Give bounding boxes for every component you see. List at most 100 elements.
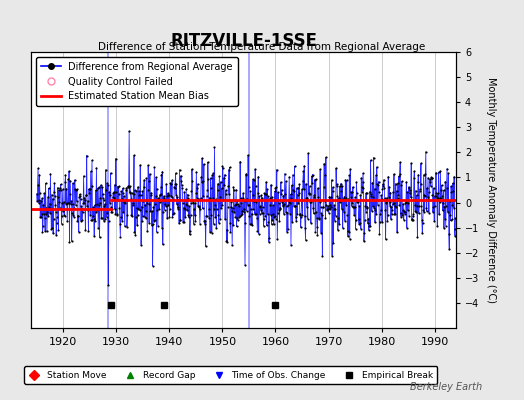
Point — [304, 190, 313, 196]
Point — [139, 213, 147, 220]
Point — [49, 196, 57, 202]
Point — [176, 217, 184, 224]
Point — [211, 214, 220, 220]
Point — [329, 188, 337, 194]
Point — [350, 204, 358, 211]
Point — [328, 252, 336, 259]
Point — [273, 236, 281, 243]
Point — [68, 238, 76, 244]
Point — [432, 169, 440, 176]
Point — [392, 204, 400, 210]
Point — [350, 212, 358, 219]
Point — [353, 199, 362, 205]
Point — [440, 225, 448, 231]
Point — [57, 187, 66, 193]
Point — [401, 200, 410, 206]
Point — [428, 192, 436, 198]
Point — [294, 190, 303, 196]
Point — [280, 210, 288, 217]
Point — [190, 212, 199, 218]
Point — [321, 198, 329, 204]
Point — [42, 205, 51, 211]
Point — [155, 196, 163, 202]
Point — [425, 189, 433, 195]
Point — [43, 209, 51, 215]
Point — [445, 198, 454, 204]
Point — [280, 201, 289, 207]
Point — [119, 208, 128, 215]
Point — [297, 224, 305, 230]
Point — [446, 217, 455, 224]
Point — [114, 183, 122, 190]
Point — [298, 186, 306, 192]
Point — [327, 204, 335, 210]
Point — [49, 216, 58, 222]
Point — [361, 203, 369, 209]
Point — [358, 188, 366, 195]
Point — [111, 206, 119, 212]
Point — [355, 220, 363, 227]
Point — [415, 202, 423, 209]
Point — [323, 206, 331, 212]
Point — [429, 209, 437, 215]
Point — [391, 203, 399, 209]
Point — [210, 221, 218, 227]
Point — [61, 178, 69, 185]
Point — [269, 211, 277, 217]
Point — [207, 211, 215, 218]
Point — [195, 203, 203, 209]
Point — [99, 190, 107, 197]
Point — [287, 195, 296, 202]
Point — [32, 191, 41, 197]
Point — [444, 170, 453, 176]
Point — [267, 182, 275, 188]
Point — [41, 180, 50, 186]
Point — [193, 185, 201, 191]
Point — [434, 194, 442, 201]
Point — [205, 194, 214, 201]
Point — [397, 181, 406, 188]
Point — [409, 210, 418, 217]
Point — [189, 200, 198, 206]
Point — [239, 209, 248, 215]
Point — [37, 211, 46, 218]
Point — [73, 186, 81, 192]
Point — [146, 208, 155, 214]
Point — [173, 201, 181, 208]
Point — [221, 191, 230, 198]
Point — [103, 210, 112, 216]
Point — [199, 192, 208, 199]
Point — [312, 176, 320, 183]
Point — [165, 192, 173, 198]
Point — [333, 181, 341, 187]
Point — [302, 180, 310, 187]
Point — [106, 170, 115, 176]
Point — [208, 172, 216, 178]
Point — [400, 208, 408, 214]
Point — [419, 206, 428, 213]
Point — [256, 204, 264, 210]
Point — [174, 196, 183, 203]
Point — [162, 181, 170, 187]
Point — [43, 194, 52, 200]
Point — [344, 233, 352, 240]
Point — [205, 215, 213, 222]
Point — [340, 196, 348, 202]
Point — [75, 194, 83, 200]
Point — [386, 189, 395, 196]
Point — [318, 212, 326, 218]
Point — [241, 220, 249, 226]
Point — [197, 174, 205, 180]
Point — [58, 200, 67, 206]
Point — [34, 165, 42, 172]
Point — [132, 188, 140, 194]
Point — [73, 218, 82, 224]
Point — [102, 187, 111, 194]
Point — [40, 190, 48, 196]
Point — [91, 187, 100, 194]
Point — [86, 168, 95, 174]
Point — [178, 182, 186, 188]
Point — [365, 223, 374, 230]
Point — [367, 192, 376, 199]
Point — [184, 212, 193, 218]
